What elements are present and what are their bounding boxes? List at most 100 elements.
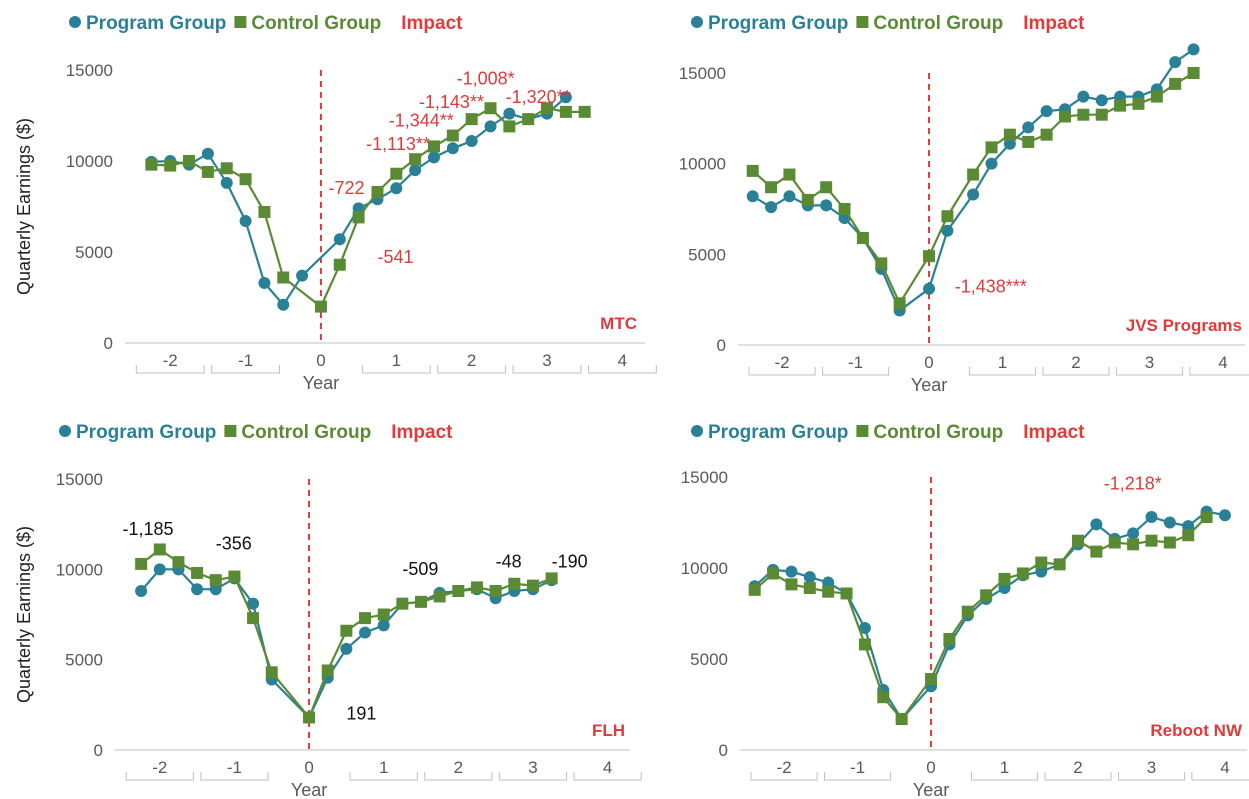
control-group-point bbox=[1169, 77, 1182, 90]
y-tick-label: 0 bbox=[94, 741, 103, 760]
year-bracket bbox=[1191, 772, 1249, 781]
x-tick-label: 2 bbox=[454, 758, 463, 777]
program-group-circle-icon bbox=[691, 425, 703, 437]
program-group-point bbox=[1022, 121, 1035, 134]
control-group-square-icon bbox=[224, 425, 237, 437]
impact-estimate-label: -1,185 bbox=[122, 519, 173, 539]
program-group-point bbox=[409, 164, 422, 177]
control-group-point bbox=[191, 566, 204, 579]
control-group-line bbox=[140, 548, 552, 720]
program-group-point bbox=[1077, 90, 1090, 103]
control-group-point bbox=[943, 632, 956, 645]
x-tick-label: 2 bbox=[1073, 758, 1082, 777]
y-tick-label: 15000 bbox=[66, 61, 113, 80]
y-axis-label: Quarterly Earnings ($) bbox=[14, 118, 34, 295]
control-group-point bbox=[258, 205, 271, 218]
control-group-point bbox=[333, 258, 346, 271]
control-group-point bbox=[522, 113, 535, 126]
control-group-point bbox=[1022, 135, 1035, 148]
control-group-point bbox=[1187, 67, 1200, 79]
control-group-point bbox=[452, 585, 465, 598]
y-tick-label: 0 bbox=[719, 741, 728, 760]
control-group-point bbox=[541, 102, 554, 115]
chart-legend: Program Group Control Group Impact bbox=[69, 13, 463, 34]
x-axis-label: Year bbox=[913, 780, 949, 799]
program-group-point bbox=[1035, 565, 1048, 578]
impact-estimate-label: -1,113** bbox=[366, 134, 430, 154]
program-group-point bbox=[785, 565, 798, 578]
control-group-point bbox=[1108, 536, 1121, 549]
year-bracket bbox=[1042, 367, 1110, 376]
impact-estimate-label: -541 bbox=[377, 247, 413, 267]
y-tick-label: 5000 bbox=[65, 651, 103, 670]
y-tick-label: 10000 bbox=[66, 152, 113, 171]
program-group-point bbox=[296, 269, 309, 282]
panel-title: Reboot NW bbox=[1150, 721, 1243, 740]
control-group-point bbox=[446, 129, 459, 142]
control-group-point bbox=[135, 557, 148, 570]
control-group-point bbox=[377, 608, 390, 621]
control-group-point bbox=[858, 638, 871, 651]
x-tick-label: -1 bbox=[850, 758, 865, 777]
impact-estimate-label: -356 bbox=[216, 533, 252, 553]
program-group-point bbox=[340, 642, 353, 655]
impact-estimate-label: -1,143** bbox=[419, 92, 484, 112]
program-group-point bbox=[209, 583, 222, 596]
panel-title: FLH bbox=[592, 721, 625, 740]
control-group-point bbox=[985, 141, 998, 154]
program-group-point bbox=[135, 585, 148, 598]
control-group-point bbox=[1163, 536, 1176, 549]
control-group-point bbox=[1053, 558, 1066, 571]
control-group-point bbox=[893, 297, 906, 310]
control-group-point bbox=[201, 165, 214, 178]
x-tick-label: 1 bbox=[392, 351, 401, 370]
control-group-point bbox=[164, 159, 177, 172]
chart-legend: Program Group Control Group Impact bbox=[59, 422, 453, 443]
impact-estimate-label: -1,344** bbox=[389, 110, 454, 130]
x-tick-label: -1 bbox=[848, 353, 863, 372]
y-tick-label: 15000 bbox=[679, 64, 726, 83]
control-group-point bbox=[314, 300, 327, 313]
control-group-point bbox=[153, 543, 166, 556]
program-group-point bbox=[1127, 527, 1140, 540]
control-group-point bbox=[277, 271, 290, 284]
impact-estimate-label: -1,438*** bbox=[955, 276, 1027, 296]
year-bracket bbox=[822, 367, 890, 376]
program-group-point bbox=[333, 233, 346, 246]
y-tick-label: 10000 bbox=[679, 155, 726, 174]
control-group-square-icon bbox=[856, 16, 869, 28]
legend-program-label: Program Group bbox=[708, 422, 848, 443]
year-bracket bbox=[970, 772, 1039, 781]
x-tick-label: -2 bbox=[777, 758, 792, 777]
legend-control-label: Control Group bbox=[241, 422, 371, 443]
program-group-point bbox=[352, 202, 365, 215]
year-bracket bbox=[200, 772, 269, 781]
legend-program-label: Program Group bbox=[86, 13, 226, 34]
panel-title: MTC bbox=[600, 314, 637, 333]
year-bracket bbox=[573, 772, 642, 781]
impact-estimate-label: -48 bbox=[496, 552, 522, 572]
control-group-point bbox=[941, 210, 954, 223]
control-group-point bbox=[545, 572, 558, 585]
year-bracket bbox=[135, 365, 205, 374]
x-tick-label: 2 bbox=[1071, 353, 1080, 372]
impact-estimate-label: -722 bbox=[328, 178, 364, 198]
impact-estimate-label: -1,320** bbox=[506, 87, 571, 107]
control-group-point bbox=[239, 173, 252, 186]
x-tick-label: 1 bbox=[1000, 758, 1009, 777]
control-group-point bbox=[508, 577, 521, 590]
control-group-point bbox=[247, 612, 260, 625]
control-group-point bbox=[856, 232, 869, 245]
control-group-point bbox=[980, 589, 993, 602]
legend-impact-label: Impact bbox=[391, 422, 453, 443]
control-group-square-icon bbox=[234, 16, 247, 28]
year-bracket bbox=[512, 365, 582, 374]
x-tick-label: 4 bbox=[603, 758, 612, 777]
control-group-point bbox=[748, 583, 761, 596]
control-group-point bbox=[371, 185, 384, 198]
control-group-point bbox=[877, 691, 890, 704]
impact-estimate-label: 191 bbox=[346, 703, 376, 723]
x-tick-label: 2 bbox=[467, 351, 476, 370]
control-group-line bbox=[751, 72, 1195, 306]
year-bracket bbox=[587, 365, 657, 374]
